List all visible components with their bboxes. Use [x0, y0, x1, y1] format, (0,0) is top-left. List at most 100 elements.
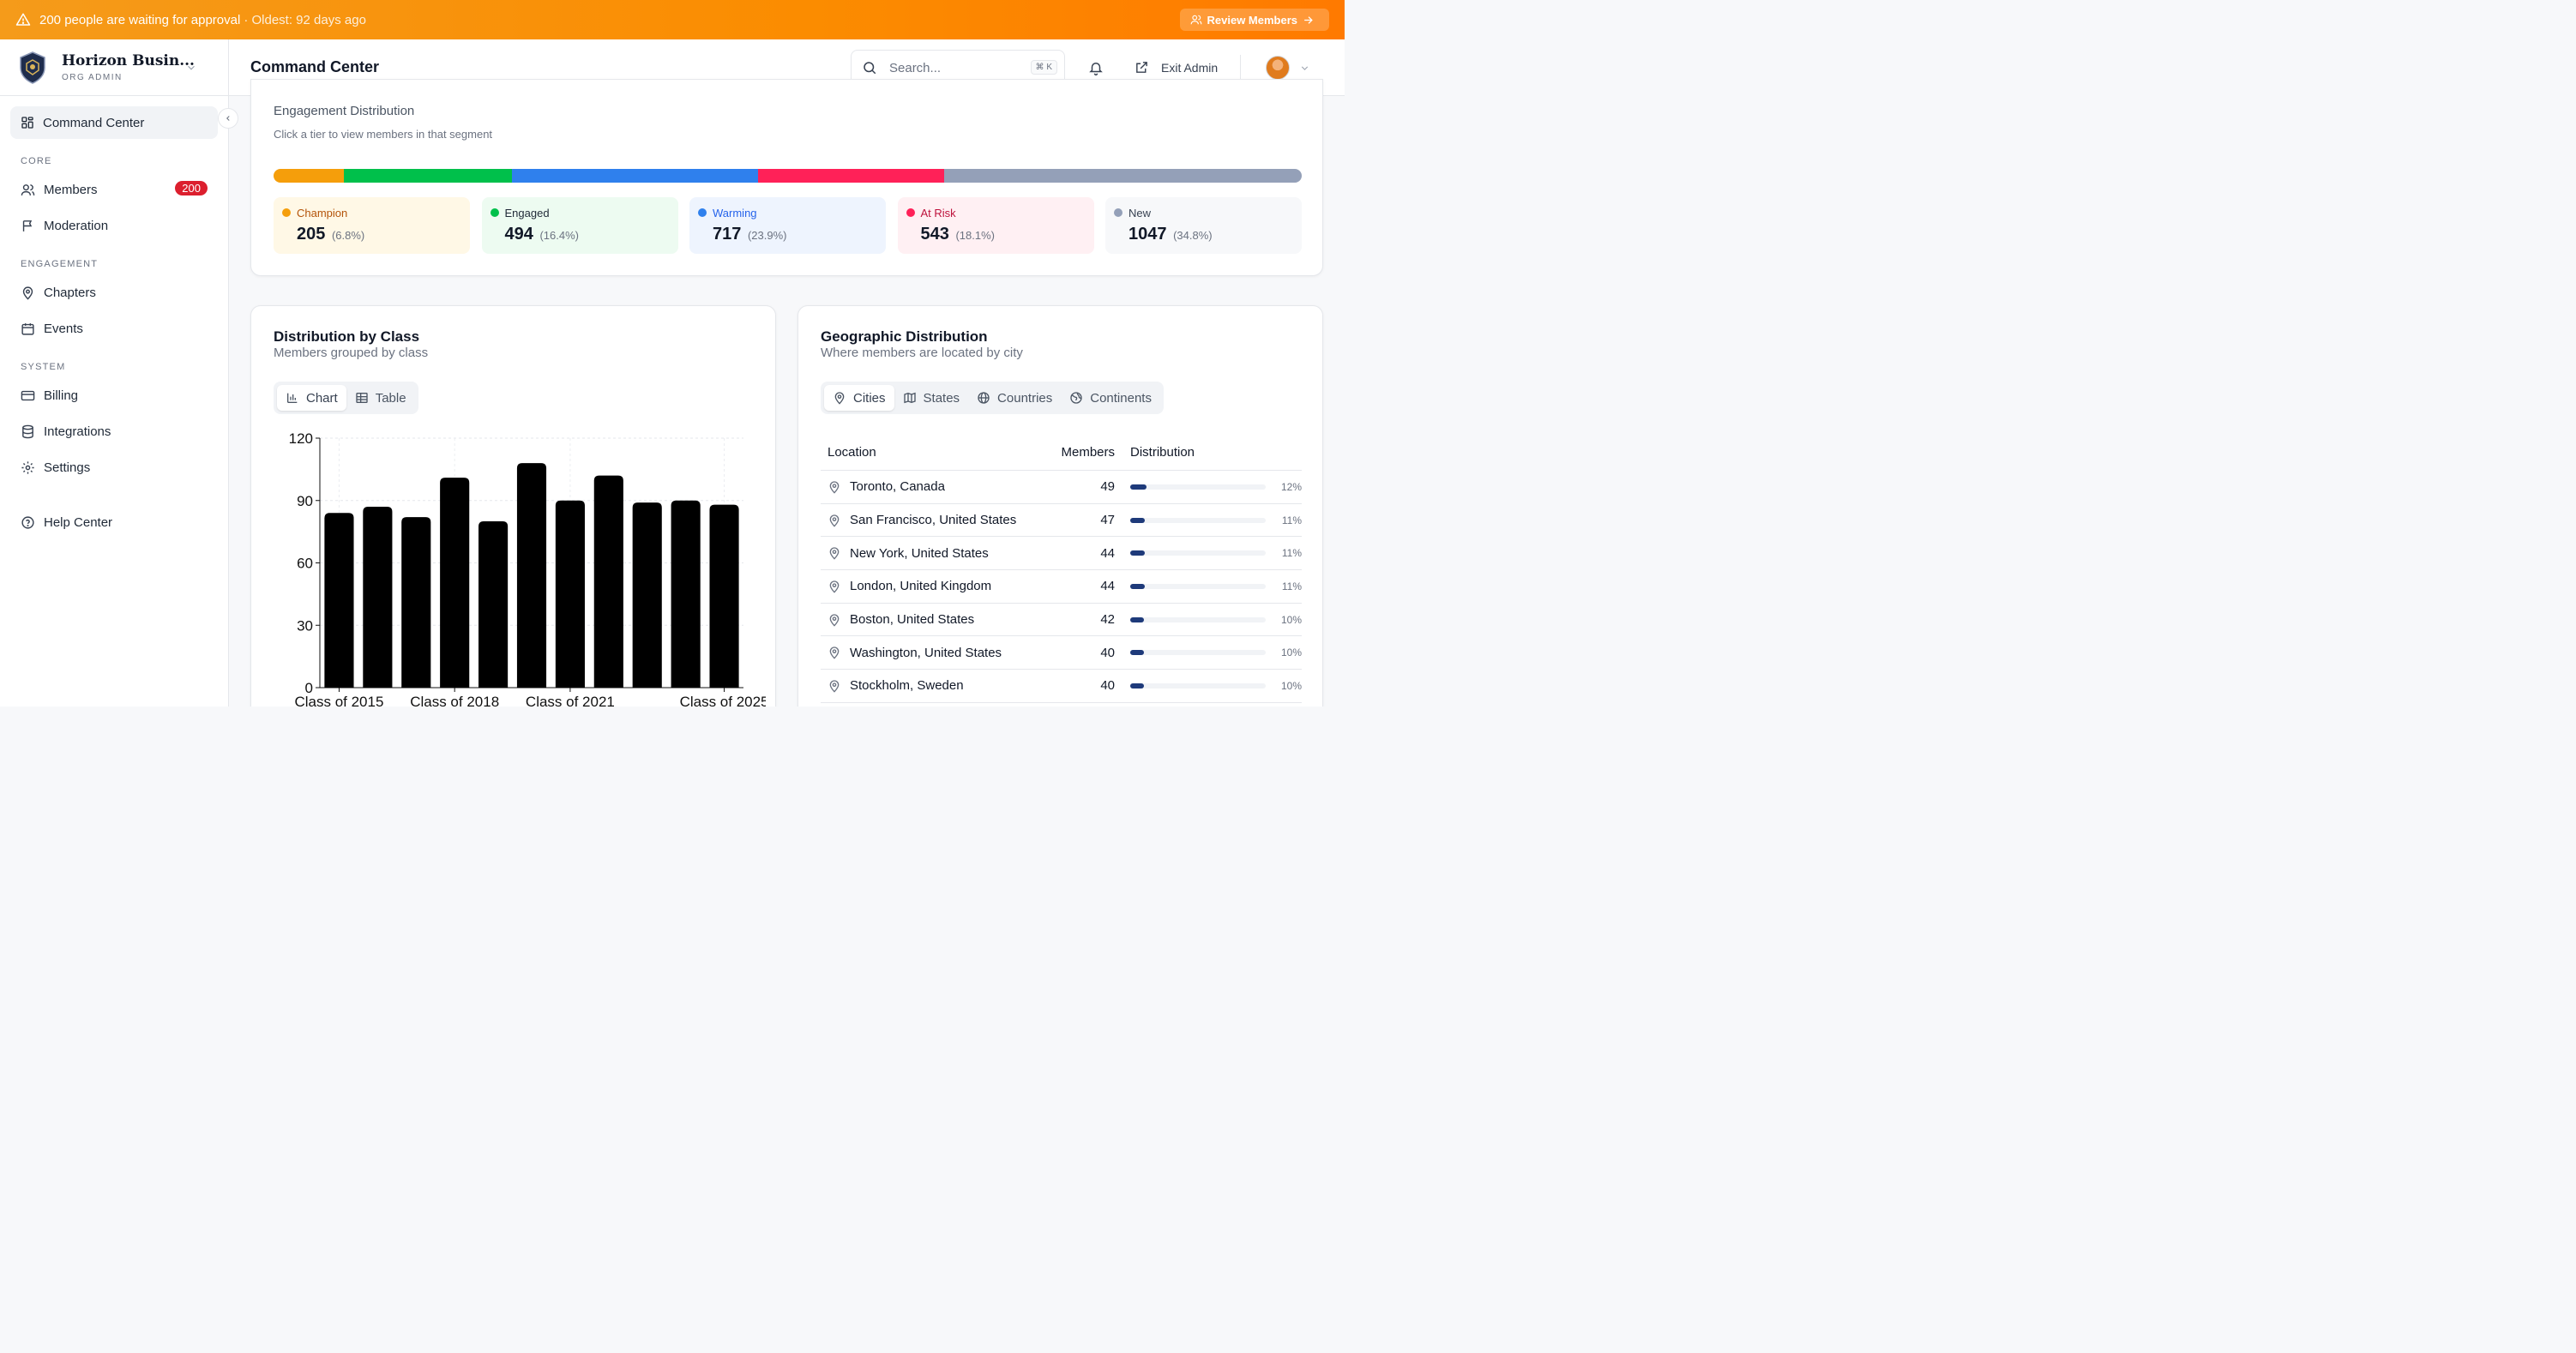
- members-pending-badge: 200: [175, 181, 208, 195]
- bar-class-of-2020[interactable]: [516, 463, 547, 688]
- tier-card[interactable]: New 1047 (34.8%): [1105, 197, 1302, 254]
- nav-section-engagement: ENGAGEMENT: [21, 259, 99, 269]
- chart-view-tab[interactable]: Chart: [277, 385, 346, 411]
- sidebar-item-events[interactable]: Events: [10, 312, 218, 345]
- map-pin-icon: [829, 613, 840, 627]
- sidebar-item-members[interactable]: Members 200: [10, 173, 218, 206]
- sidebar-item-chapters[interactable]: Chapters: [10, 276, 218, 309]
- engagement-bar-segment[interactable]: [512, 169, 758, 183]
- table-row[interactable]: San Francisco, United States 47 11%: [821, 504, 1302, 538]
- tab-cities[interactable]: Cities: [824, 385, 894, 411]
- location-name: San Francisco, United States: [850, 513, 1017, 528]
- org-switcher[interactable]: Horizon Busin... ORG ADMIN: [0, 39, 228, 96]
- search-placeholder: Search...: [889, 60, 942, 75]
- geo-table-header: Location Members Distribution: [821, 435, 1302, 471]
- tab-continents[interactable]: Continents: [1061, 385, 1160, 411]
- tier-name: Warming: [713, 207, 757, 219]
- y-tick-label: 60: [297, 556, 313, 572]
- sidebar-item-command-center[interactable]: Command Center: [10, 106, 218, 139]
- search-shortcut: ⌘ K: [1030, 60, 1057, 75]
- bar-class-of-2019[interactable]: [478, 521, 509, 688]
- distribution-bar: [1130, 583, 1266, 589]
- tab-label: Continents: [1090, 390, 1152, 406]
- review-members-label: Review Members: [1207, 13, 1298, 27]
- sidebar-item-billing[interactable]: Billing: [10, 379, 218, 412]
- avatar[interactable]: [1266, 56, 1290, 80]
- tier-card[interactable]: Warming 717 (23.9%): [689, 197, 886, 254]
- sidebar-item-label: Billing: [44, 388, 79, 403]
- bar-class-of-2016[interactable]: [363, 507, 393, 688]
- tier-card[interactable]: Champion 205 (6.8%): [274, 197, 470, 254]
- exit-admin-button[interactable]: Exit Admin: [1135, 60, 1218, 75]
- location-name: Boston, United States: [850, 612, 975, 628]
- bar-class-of-2015[interactable]: [324, 513, 354, 688]
- bell-icon[interactable]: [1088, 60, 1104, 75]
- tab-countries[interactable]: Countries: [968, 385, 1061, 411]
- x-tick-label: Class of 2025: [680, 694, 766, 707]
- main-content: Engagement Distribution Click a tier to …: [229, 79, 1345, 707]
- org-role: ORG ADMIN: [62, 73, 123, 82]
- table-row[interactable]: London, United Kingdom 44 11%: [821, 570, 1302, 604]
- sidebar-nav: Command Center CORE Members 200 Moderati…: [0, 96, 228, 552]
- bar-class-of-2021[interactable]: [555, 500, 585, 688]
- table-row[interactable]: Toronto, Canada 49 12%: [821, 471, 1302, 504]
- flag-icon: [22, 219, 33, 232]
- sidebar-item-help-center[interactable]: Help Center: [10, 506, 218, 538]
- review-members-button[interactable]: Review Members: [1179, 9, 1329, 31]
- tab-states[interactable]: States: [894, 385, 969, 411]
- distribution-bar: [1130, 616, 1266, 622]
- engagement-stacked-bar[interactable]: [274, 169, 1302, 183]
- x-tick-label: Class of 2021: [526, 694, 615, 707]
- table-icon: [356, 393, 368, 403]
- tier-card[interactable]: At Risk 543 (18.1%): [897, 197, 1094, 254]
- bar-class-of-2023[interactable]: [632, 502, 662, 688]
- bar-class-of-2025[interactable]: [709, 504, 739, 688]
- users-icon: [1190, 15, 1201, 25]
- sidebar-item-settings[interactable]: Settings: [10, 451, 218, 484]
- distribution-fill: [1130, 683, 1144, 689]
- engagement-bar-segment[interactable]: [757, 169, 944, 183]
- tier-percent: (18.1%): [955, 229, 995, 242]
- engagement-bar-segment[interactable]: [274, 169, 344, 183]
- bar-class-of-2018[interactable]: [440, 478, 470, 688]
- y-tick-label: 0: [305, 680, 313, 696]
- table-row[interactable]: Stockholm, Sweden 40 10%: [821, 670, 1302, 703]
- tab-label: States: [923, 390, 960, 406]
- engagement-bar-segment[interactable]: [943, 169, 1302, 183]
- tier-count: 717: [713, 225, 742, 244]
- map-pin-icon: [834, 392, 845, 405]
- column-location: Location: [828, 445, 876, 460]
- table-row[interactable]: Boston, United States 42 10%: [821, 604, 1302, 637]
- table-row[interactable]: Washington, United States 40 10%: [821, 636, 1302, 670]
- tier-percent: (6.8%): [331, 229, 365, 242]
- geographic-distribution-card: Geographic Distribution Where members ar…: [797, 305, 1323, 707]
- table-row[interactable]: New York, United States 44 11%: [821, 537, 1302, 571]
- sidebar-item-integrations[interactable]: Integrations: [10, 415, 218, 448]
- sidebar-item-label: Events: [44, 321, 83, 336]
- org-name: Horizon Busin...: [62, 52, 195, 69]
- banner-oldest: · Oldest: 92 days ago: [244, 12, 366, 27]
- y-tick-label: 90: [297, 493, 313, 509]
- collapse-sidebar-button[interactable]: [218, 108, 238, 129]
- engagement-bar-segment[interactable]: [343, 169, 513, 183]
- chevron-down-icon[interactable]: [1299, 63, 1310, 74]
- bar-class-of-2017[interactable]: [401, 517, 431, 688]
- tier-percent: (34.8%): [1173, 229, 1213, 242]
- distribution-bar: [1130, 650, 1266, 656]
- table-view-tab[interactable]: Table: [346, 385, 415, 411]
- tab-label: Cities: [853, 390, 886, 406]
- tier-card[interactable]: Engaged 494 (16.4%): [481, 197, 678, 254]
- dashboard-icon: [21, 117, 33, 129]
- map-pin-icon: [829, 547, 840, 560]
- bar-class-of-2022[interactable]: [593, 475, 623, 688]
- bar-class-of-2024[interactable]: [671, 500, 701, 688]
- distribution-fill: [1130, 484, 1147, 490]
- page-title: Command Center: [250, 58, 380, 75]
- sidebar-item-moderation[interactable]: Moderation: [10, 209, 218, 242]
- member-count: 44: [1100, 579, 1115, 594]
- member-count: 40: [1100, 645, 1115, 660]
- chevron-down-icon[interactable]: [185, 62, 197, 74]
- sidebar-item-label: Settings: [44, 460, 91, 475]
- help-circle-icon: [21, 515, 34, 529]
- tier-dot: [1114, 208, 1122, 217]
